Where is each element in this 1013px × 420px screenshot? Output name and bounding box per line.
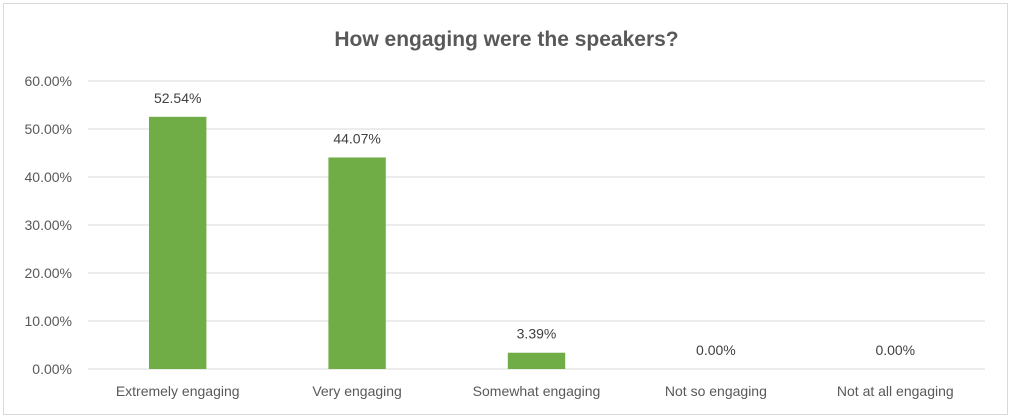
y-tick-label: 10.00% — [25, 313, 72, 329]
category-label: Extremely engaging — [116, 383, 240, 399]
y-tick-label: 0.00% — [32, 361, 72, 377]
data-label: 44.07% — [333, 130, 380, 146]
category-label: Not so engaging — [665, 383, 767, 399]
y-tick-label: 30.00% — [25, 217, 72, 233]
gridlines — [88, 80, 985, 370]
data-label: 0.00% — [696, 342, 736, 358]
data-label: 52.54% — [154, 90, 201, 106]
data-label: 0.00% — [875, 342, 915, 358]
chart-title: How engaging were the speakers? — [334, 28, 679, 51]
x-axis: Extremely engaging Very engaging Somewhat … — [116, 383, 954, 399]
y-tick-label: 20.00% — [25, 265, 72, 281]
bar — [507, 352, 566, 369]
data-labels: 52.54% 44.07% 3.39% 0.00% 0.00% — [154, 90, 915, 358]
category-label: Somewhat engaging — [473, 383, 601, 399]
y-tick-label: 40.00% — [25, 169, 72, 185]
bar — [148, 116, 207, 369]
bars — [148, 116, 566, 369]
y-tick-label: 60.00% — [25, 73, 72, 89]
y-axis: 0.00% 10.00% 20.00% 30.00% 40.00% 50.00% 60.00… — [25, 73, 72, 377]
category-label: Not at all engaging — [837, 383, 954, 399]
y-tick-label: 50.00% — [25, 121, 72, 137]
data-label: 3.39% — [517, 326, 557, 342]
category-label: Very engaging — [312, 383, 402, 399]
bar — [328, 157, 386, 369]
